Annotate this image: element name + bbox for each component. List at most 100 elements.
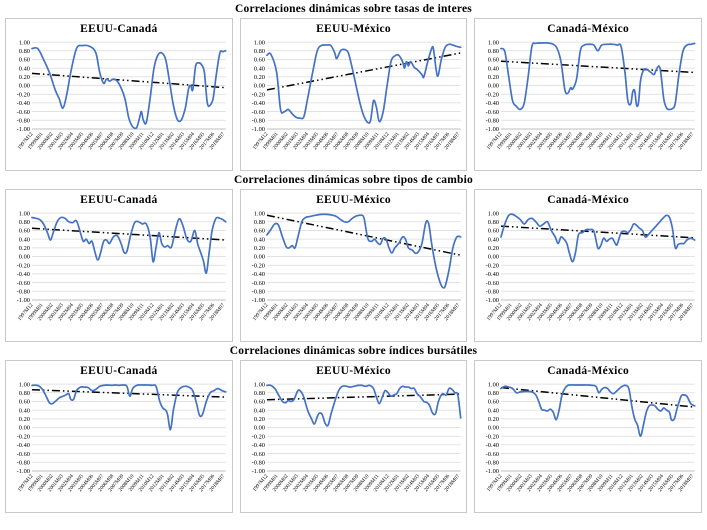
chart-title: Canadá-México: [547, 194, 630, 206]
y-tick-label: 1.00: [253, 210, 264, 217]
y-tick-label: -1.00: [251, 297, 264, 304]
chart-panel: EEUU-México 1.00 0.80 0.60 0.40 0.20 0.00 -0.20…: [239, 18, 468, 171]
y-tick-label: 0.00: [253, 254, 264, 261]
y-tick-label: 0.40: [19, 236, 30, 243]
y-tick-label: 0.40: [488, 407, 499, 414]
section-title: Correlaciones dinámicas sobre índices bu…: [229, 345, 478, 357]
chart-panel: EEUU-México 1.00 0.80 0.60 0.40 0.20 0.00 -0.20…: [239, 189, 468, 342]
y-tick-label: 0.60: [19, 399, 30, 406]
chart-canvas: 1.000.800.600.400.200.00-0.20-0.40-0.60-…: [486, 39, 696, 151]
y-tick-label: 0.00: [488, 425, 499, 432]
correlation-figure: Correlaciones dinámicas sobre tasas de i…: [5, 3, 703, 513]
y-tick-label: -0.20: [17, 433, 30, 440]
correlation-line: [31, 44, 227, 130]
y-tick-label: 0.00: [19, 425, 30, 432]
y-tick-label: 0.80: [488, 48, 499, 55]
section-tipos-de-cambio: Correlaciones dinámicas sobre tipos de c…: [5, 174, 703, 342]
y-tick-label: 0.00: [19, 83, 30, 90]
chart-canvas: 1.00 0.80 0.600.40 0.20 0.00-0.20 -0.40 -0.60-…: [486, 381, 696, 493]
y-tick-label: -0.20: [251, 433, 264, 440]
y-tick-label: 0.20: [253, 74, 264, 81]
y-tick-label: 0.20: [488, 416, 499, 423]
chart-panel: EEUU-Canadá 1.00 0.80 0.60 0.40 0.20 0.00 -0.20…: [5, 18, 233, 171]
chart-title: EEUU-México: [316, 23, 391, 35]
y-tick-label: 0.80: [253, 48, 264, 55]
charts-row: EEUU-Canadá 1.00 0.80 0.60 0.40 0.20 0.00 -0.20…: [5, 360, 703, 513]
y-tick-label: 0.40: [19, 407, 30, 414]
y-tick-label: 1.00: [488, 210, 499, 217]
y-tick-label: 0.20: [19, 416, 30, 423]
y-tick-label: -0.60: [251, 451, 264, 458]
y-tick-label: -0.80: [251, 117, 264, 124]
y-tick-label: 0.80: [253, 390, 264, 397]
chart-panel: EEUU-Canadá 1.00 0.80 0.60 0.40 0.20 0.00 -0.20…: [5, 189, 233, 342]
chart-panel: Canadá-México 1.00 0.80 0.60 0.40 0.20 0.00 -0.…: [474, 360, 703, 513]
y-tick-label: 0.40: [253, 65, 264, 72]
y-tick-label: 0.00: [253, 425, 264, 432]
y-tick-label: -0.40: [251, 442, 264, 449]
section-title: Correlaciones dinámicas sobre tasas de i…: [235, 3, 472, 15]
y-tick-label: 0.20: [253, 245, 264, 252]
y-tick-label: -1.00: [486, 297, 499, 304]
y-tick-label: -0.80: [486, 459, 499, 466]
y-tick-label: 0.80: [19, 390, 30, 397]
chart-canvas: 1.000.800.600.400.200.00-0.20-0.40-0.60-…: [251, 381, 462, 493]
y-tick-label: -0.40: [486, 100, 499, 107]
y-tick-label: -1.00: [17, 297, 30, 304]
y-tick-label: -0.60: [17, 280, 30, 287]
y-tick-label: -0.60: [486, 109, 499, 116]
y-tick-label: 0.00: [488, 254, 499, 261]
y-tick-label: 1.00: [19, 39, 30, 46]
y-tick-label: -0.60: [17, 451, 30, 458]
chart-canvas: 1.000.800.600.400.200.00-0.20-0.40-0.60-…: [17, 39, 227, 151]
chart-panel: EEUU-Canadá 1.00 0.80 0.60 0.40 0.20 0.00 -0.20…: [5, 360, 233, 513]
y-tick-label: 0.80: [253, 219, 264, 226]
chart-panel: Canadá-México 1.00 0.80 0.60 0.40 0.20 0.00 -0.…: [474, 18, 703, 171]
y-tick-label: 0.40: [253, 407, 264, 414]
y-tick-label: 1.00: [488, 381, 499, 388]
chart-canvas: 1.000.800.600.400.200.00-0.20-0.40-0.60-…: [17, 210, 227, 322]
chart-canvas: 1.000.800.600.400.200.00-0.20-0.40-0.60-…: [251, 39, 462, 151]
chart-title: Canadá-México: [547, 365, 630, 377]
y-tick-label: 1.00: [253, 381, 264, 388]
y-tick-label: 0.80: [488, 390, 499, 397]
y-tick-label: 0.80: [19, 48, 30, 55]
y-tick-label: -0.60: [486, 451, 499, 458]
y-tick-label: -1.00: [251, 468, 264, 475]
y-tick-label: -0.80: [251, 288, 264, 295]
y-tick-label: 0.60: [19, 57, 30, 64]
charts-row: EEUU-Canadá 1.00 0.80 0.60 0.40 0.20 0.00 -0.20…: [5, 18, 703, 171]
y-tick-label: 0.40: [253, 236, 264, 243]
y-tick-label: -0.40: [486, 271, 499, 278]
y-tick-label: 1.00: [253, 39, 264, 46]
y-tick-label: 0.20: [19, 74, 30, 81]
y-tick-label: 0.60: [19, 228, 30, 235]
section-indices-bursatiles: Correlaciones dinámicas sobre índices bu…: [5, 345, 703, 513]
y-tick-label: 0.60: [488, 228, 499, 235]
y-tick-label: 1.00: [488, 39, 499, 46]
trend-line: [501, 60, 696, 74]
charts-row: EEUU-Canadá 1.00 0.80 0.60 0.40 0.20 0.00 -0.20…: [5, 189, 703, 342]
y-tick-label: 0.00: [488, 83, 499, 90]
chart-title: Canadá-México: [547, 23, 630, 35]
y-tick-label: -0.60: [251, 280, 264, 287]
chart-title: EEUU-Canadá: [80, 365, 158, 377]
correlation-line: [265, 384, 462, 427]
y-tick-label: -0.40: [17, 442, 30, 449]
y-tick-label: 0.80: [19, 219, 30, 226]
y-tick-label: -1.00: [251, 126, 264, 133]
chart-canvas: 1.000.800.600.400.200.00-0.20-0.40-0.60-…: [17, 381, 227, 493]
trend-line: [501, 225, 696, 239]
y-tick-label: 1.00: [19, 210, 30, 217]
y-tick-label: -0.20: [486, 91, 499, 98]
y-tick-label: -0.20: [486, 433, 499, 440]
y-tick-label: 0.60: [488, 399, 499, 406]
y-tick-label: 0.60: [253, 57, 264, 64]
y-tick-label: -0.20: [17, 91, 30, 98]
y-tick-label: -0.80: [17, 459, 30, 466]
trend-line: [31, 388, 226, 398]
y-tick-label: -0.80: [486, 288, 499, 295]
y-tick-label: -0.40: [486, 442, 499, 449]
y-tick-label: -0.80: [486, 117, 499, 124]
correlation-line: [500, 213, 696, 263]
